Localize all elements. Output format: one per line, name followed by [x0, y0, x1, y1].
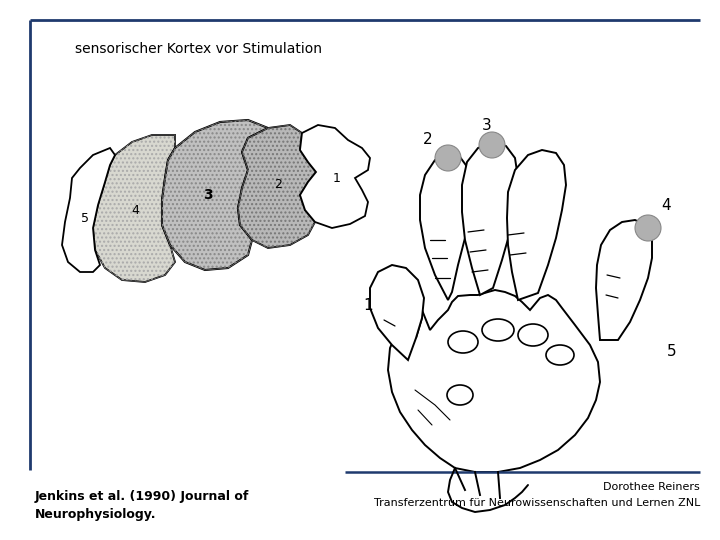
- Polygon shape: [238, 125, 316, 248]
- Ellipse shape: [482, 319, 514, 341]
- Text: 2: 2: [274, 179, 282, 192]
- Polygon shape: [596, 220, 652, 340]
- Ellipse shape: [447, 385, 473, 405]
- Circle shape: [435, 145, 461, 171]
- Polygon shape: [507, 150, 566, 300]
- Polygon shape: [388, 290, 600, 472]
- Circle shape: [635, 215, 661, 241]
- Polygon shape: [462, 143, 518, 295]
- Text: sensorischer Kortex vor Stimulation: sensorischer Kortex vor Stimulation: [75, 42, 322, 56]
- Polygon shape: [420, 155, 472, 300]
- Text: 2: 2: [423, 132, 433, 147]
- Ellipse shape: [448, 331, 478, 353]
- Circle shape: [479, 132, 505, 158]
- Text: Dorothee Reiners: Dorothee Reiners: [603, 482, 700, 492]
- Polygon shape: [93, 135, 175, 282]
- Text: 5: 5: [81, 212, 89, 225]
- Text: 3: 3: [482, 118, 492, 132]
- Text: 1: 1: [333, 172, 341, 185]
- Polygon shape: [162, 120, 268, 270]
- Text: 4: 4: [661, 198, 671, 213]
- Text: 5: 5: [667, 345, 677, 360]
- Text: 1: 1: [363, 298, 373, 313]
- Ellipse shape: [518, 324, 548, 346]
- Polygon shape: [300, 125, 370, 228]
- Ellipse shape: [546, 345, 574, 365]
- Text: Jenkins et al. (1990) Journal of: Jenkins et al. (1990) Journal of: [35, 490, 249, 503]
- Polygon shape: [62, 148, 115, 272]
- Text: Transferzentrum für Neurowissenschaften und Lernen ZNL: Transferzentrum für Neurowissenschaften …: [374, 498, 700, 508]
- Text: 3: 3: [203, 188, 213, 202]
- Text: Neurophysiology.: Neurophysiology.: [35, 508, 156, 521]
- Text: 4: 4: [131, 204, 139, 217]
- Polygon shape: [370, 265, 424, 360]
